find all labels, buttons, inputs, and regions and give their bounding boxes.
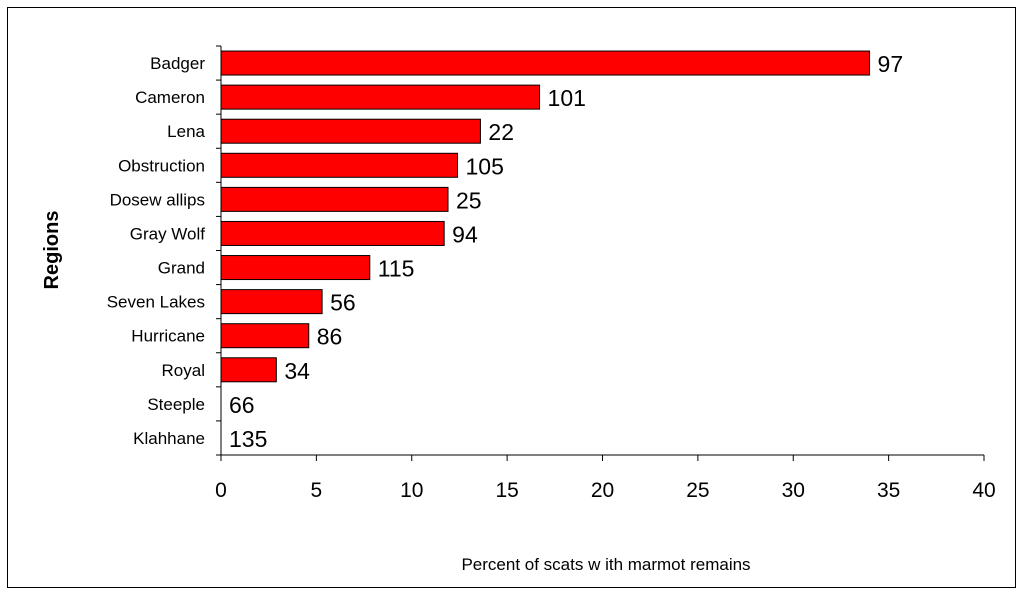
plot-area: 0 5 10 15 20 25 30 35 40 Badger 97 Cameron 101 Lena 22… (107, 45, 996, 502)
y-category-label: Klahhane (133, 429, 205, 448)
x-tick-label: 40 (972, 479, 995, 502)
bar (220, 357, 277, 383)
bar-data-label: 97 (878, 51, 904, 77)
y-category-label: Gray Wolf (130, 224, 206, 243)
bar-data-label: 86 (317, 324, 343, 350)
bar-data-label: 101 (548, 85, 586, 111)
y-category-label: Grand (158, 259, 205, 278)
x-axis-title: Percent of scats w ith marmot remains (461, 555, 750, 574)
bar (220, 289, 323, 315)
y-category-label: Hurricane (131, 327, 205, 346)
bar-data-label: 105 (466, 153, 504, 179)
y-category-label: Royal (162, 361, 205, 380)
bar (220, 152, 459, 178)
bar-data-label: 66 (229, 392, 255, 418)
x-tick-label: 10 (400, 479, 423, 502)
y-category-label: Dosew allips (110, 190, 205, 209)
y-category-label: Badger (150, 54, 205, 73)
bar (220, 220, 445, 246)
bar-data-label: 34 (284, 358, 310, 384)
x-tick-label: 5 (311, 479, 323, 502)
bar (220, 50, 871, 76)
y-category-label: Obstruction (118, 156, 205, 175)
x-tick-label: 20 (591, 479, 614, 502)
bar-data-label: 115 (378, 256, 415, 282)
bar-data-label: 135 (229, 426, 267, 452)
x-tick-label: 30 (782, 479, 805, 502)
y-category-label: Seven Lakes (107, 293, 205, 312)
bar (220, 84, 541, 110)
bar (220, 323, 310, 349)
y-category-label: Steeple (147, 395, 205, 414)
bar-data-label: 25 (456, 187, 482, 213)
bar-data-label: 22 (488, 119, 514, 145)
bar (220, 118, 481, 144)
bar (220, 186, 449, 212)
y-category-label: Cameron (135, 88, 205, 107)
x-tick-label: 25 (686, 479, 709, 502)
y-category-label: Lena (167, 122, 205, 141)
y-axis-title: Regions (41, 211, 63, 290)
x-tick-label: 15 (495, 479, 518, 502)
bar-data-label: 56 (330, 290, 356, 316)
bar-data-label: 94 (452, 221, 478, 247)
x-tick-label: 35 (877, 479, 900, 502)
bar (220, 255, 371, 281)
x-tick-label: 0 (215, 479, 227, 502)
